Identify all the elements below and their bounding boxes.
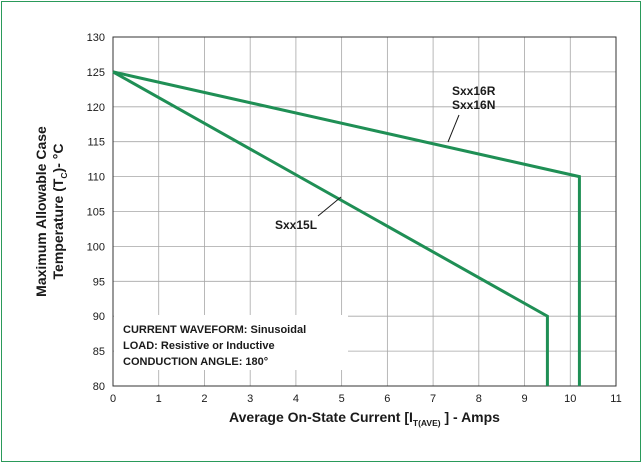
y-tick-label: 95 [93,276,105,288]
x-axis-title-subscript: T(AVE) [413,418,441,428]
y-axis-title-line2-subscript: C [59,172,69,178]
plot-border [112,36,617,387]
x-tick-label: 0 [110,393,116,405]
series-label-sxx15l: Sxx15L [275,218,317,232]
x-tick-label: 5 [339,393,345,405]
y-axis-title-line1: Maximum Allowable Case [33,126,49,297]
y-tick-label: 85 [93,346,105,358]
x-tick-label: 9 [521,393,527,405]
x-tick-label: 6 [384,393,390,405]
x-axis-title-main: Average On-State Current [I [229,409,413,425]
series-leader-sxx16 [447,114,460,143]
x-tick-label: 10 [564,393,576,405]
y-tick-label: 110 [87,172,105,184]
y-tick-label: 115 [87,137,105,149]
y-axis-title: Maximum Allowable Case Temperature (TC)- … [33,126,69,297]
x-axis-title: Average On-State Current [IT(AVE) ] - Am… [229,409,500,428]
x-axis-title-suffix: ] - Amps [441,409,501,425]
y-axis-title-line2: Temperature (TC)- °C [50,144,69,280]
y-axis-title-line2-suffix: )- °C [50,144,66,173]
y-tick-label: 120 [87,102,105,114]
annotation-box [114,315,348,370]
annotation-line: CONDUCTION ANGLE: 180° [123,356,268,368]
annotation-line: LOAD: Resistive or Inductive [123,340,275,352]
series-line-sxx15l [112,70,549,386]
y-tick-label: 125 [87,67,105,79]
y-tick-label: 80 [93,381,105,393]
x-tick-label: 2 [201,393,207,405]
x-tick-label: 8 [476,393,482,405]
y-tick-label: 90 [93,311,105,323]
series-line-sxx16 [112,70,581,386]
x-tick-label: 3 [247,393,253,405]
x-tick-label: 1 [156,393,162,405]
y-tick-label: 105 [87,207,105,219]
series-label-sxx16-line: Sxx16R [452,84,496,98]
series-label-sxx16-line: Sxx16N [452,98,495,112]
y-tick-label: 100 [87,241,105,253]
y-tick-label: 130 [87,32,105,44]
annotation-line: CURRENT WAVEFORM: Sinusoidal [123,324,306,336]
x-tick-label: 4 [293,393,299,405]
x-tick-label: 11 [610,393,621,405]
y-axis-title-line2-main: Temperature (T [50,178,66,279]
series-leader-sxx15l [317,196,342,217]
x-tick-label: 7 [430,393,436,405]
